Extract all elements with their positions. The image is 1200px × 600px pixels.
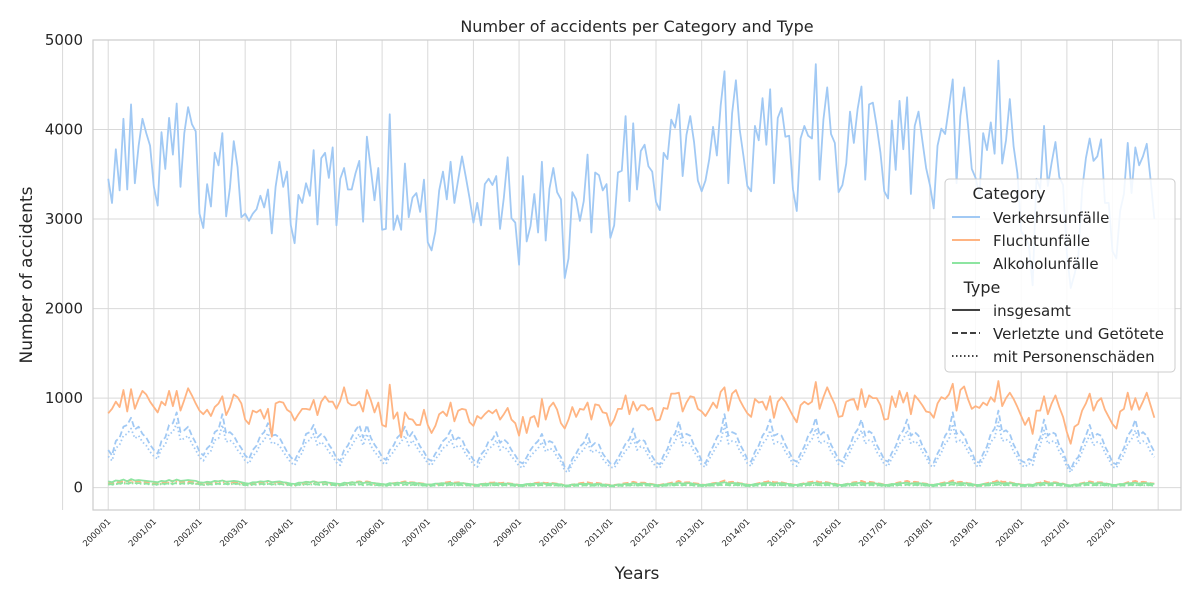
y-tick-label: 4000 bbox=[45, 121, 83, 139]
x-tick-label: 2005/01 bbox=[310, 517, 342, 549]
y-tick-label: 2000 bbox=[45, 300, 83, 318]
x-tick-label: 2002/01 bbox=[173, 517, 205, 549]
legend-types: insgesamt Verletzte und Getötete mit Perso… bbox=[952, 302, 1164, 366]
x-tick-label: 2003/01 bbox=[218, 517, 250, 549]
legend-category-title: Category bbox=[972, 184, 1045, 203]
x-tick-label: 2014/01 bbox=[720, 517, 752, 549]
series-line-2 bbox=[107, 421, 1156, 474]
series-line-6 bbox=[108, 478, 1155, 487]
x-tick-label: 2010/01 bbox=[538, 517, 570, 549]
x-tick-label: 2011/01 bbox=[583, 517, 615, 549]
x-tick-label: 2022/01 bbox=[1086, 517, 1118, 549]
x-tick-label: 2006/01 bbox=[355, 517, 387, 549]
legend-category-label: Fluchtunfälle bbox=[993, 232, 1090, 250]
y-axis-title: Number of accidents bbox=[17, 186, 37, 363]
x-tick-label: 2008/01 bbox=[447, 517, 479, 549]
legend-category-label: Alkoholunfälle bbox=[993, 255, 1099, 273]
y-tick-label: 1000 bbox=[45, 389, 83, 407]
y-tick-label: 5000 bbox=[45, 31, 83, 49]
chart-title: Number of accidents per Category and Typ… bbox=[460, 17, 813, 36]
series-line-3 bbox=[107, 380, 1156, 445]
x-tick-label: 2001/01 bbox=[127, 517, 159, 549]
legend-box bbox=[944, 178, 1176, 373]
legend-category-label: Verkehrsunfälle bbox=[993, 209, 1109, 227]
x-tick-label: 2004/01 bbox=[264, 517, 296, 549]
x-tick-label: 2000/01 bbox=[81, 517, 113, 549]
plot-frame bbox=[92, 39, 1182, 511]
x-tick-label: 2020/01 bbox=[994, 517, 1026, 549]
x-tick-label: 2021/01 bbox=[1040, 517, 1072, 549]
x-tick-label: 2018/01 bbox=[903, 517, 935, 549]
x-tick-label: 2012/01 bbox=[629, 517, 661, 549]
x-tick-label: 2016/01 bbox=[812, 517, 844, 549]
legend-type-label: mit Personenschäden bbox=[993, 348, 1155, 366]
x-tick-label: 2017/01 bbox=[857, 517, 889, 549]
x-tick-label: 2009/01 bbox=[492, 517, 524, 549]
legend-type-label: insgesamt bbox=[993, 302, 1071, 320]
x-tick-label: 2007/01 bbox=[401, 517, 433, 549]
x-tick-label: 2015/01 bbox=[766, 517, 798, 549]
x-axis-title: Years bbox=[614, 564, 660, 584]
y-tick-label: 0 bbox=[73, 479, 83, 497]
x-tick-label: 2013/01 bbox=[675, 517, 707, 549]
legend: Category Verkehrsunfälle Fluchtunfälle Alk… bbox=[944, 178, 1176, 373]
legend-type-title: Type bbox=[963, 278, 1001, 297]
y-tick-label: 3000 bbox=[45, 210, 83, 228]
legend-type-label: Verletzte und Getötete bbox=[993, 325, 1164, 343]
x-tick-label: 2019/01 bbox=[949, 517, 981, 549]
series-line-7 bbox=[108, 481, 1155, 488]
legend-categories: Verkehrsunfälle Fluchtunfälle Alkoholunfäl… bbox=[952, 209, 1109, 273]
series-line-1 bbox=[107, 409, 1156, 471]
